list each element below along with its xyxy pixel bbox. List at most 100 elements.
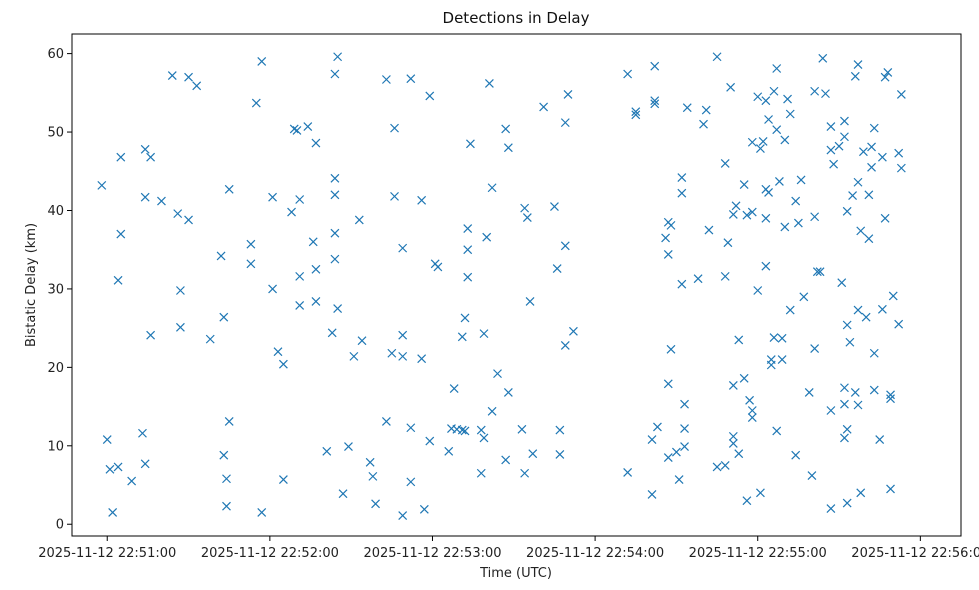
data-point-marker <box>222 501 231 511</box>
data-point-marker <box>753 92 763 102</box>
data-point-marker <box>886 390 895 400</box>
data-point-marker <box>853 400 863 410</box>
data-point-marker <box>663 379 673 389</box>
data-point-marker <box>853 305 863 315</box>
data-point-marker <box>896 89 906 99</box>
data-point-marker <box>859 147 868 157</box>
data-point-marker <box>487 406 497 416</box>
data-point-marker <box>460 313 470 323</box>
data-point-marker <box>886 484 895 494</box>
data-point-marker <box>390 123 399 133</box>
data-point-marker <box>693 274 703 284</box>
data-point-marker <box>758 137 768 146</box>
data-point-marker <box>406 477 416 487</box>
data-point-marker <box>484 78 494 88</box>
data-point-marker <box>311 297 321 306</box>
data-point-marker <box>815 267 825 277</box>
data-point-marker <box>888 291 898 301</box>
data-point-marker <box>850 388 860 397</box>
data-point-marker <box>463 272 473 282</box>
data-point-marker <box>113 275 123 285</box>
data-point-marker <box>349 351 359 361</box>
data-point-marker <box>818 53 828 63</box>
data-point-marker <box>631 107 641 117</box>
data-point-marker <box>457 425 467 435</box>
data-point-marker <box>848 191 858 201</box>
data-point-marker <box>666 220 676 230</box>
data-point-marker <box>747 413 757 422</box>
data-point-marker <box>869 348 879 358</box>
data-point-marker <box>661 233 670 243</box>
data-point-marker <box>680 399 689 409</box>
data-point-marker <box>278 359 288 369</box>
data-point-marker <box>772 125 782 135</box>
data-point-marker <box>720 158 730 168</box>
data-point-marker <box>417 354 427 364</box>
data-point-marker <box>330 69 340 79</box>
data-point-marker <box>357 336 367 346</box>
data-point-marker <box>772 426 782 436</box>
data-point-marker <box>520 468 530 478</box>
data-point-marker <box>381 417 391 426</box>
data-point-marker <box>327 328 337 338</box>
data-point-marker <box>303 122 313 131</box>
data-point-marker <box>322 446 332 456</box>
data-point-marker <box>465 139 475 149</box>
data-point-marker <box>682 103 692 113</box>
data-point-marker <box>826 145 836 155</box>
x-tick-label: 2025-11-12 22:52:00 <box>201 546 339 561</box>
data-point-marker <box>783 94 792 104</box>
data-point-marker <box>747 406 757 415</box>
data-point-marker <box>295 195 305 204</box>
data-point-marker <box>894 319 904 329</box>
data-point-marker <box>127 476 137 486</box>
data-point-marker <box>257 508 267 517</box>
data-point-marker <box>799 292 809 302</box>
data-point-marker <box>493 369 502 379</box>
data-point-marker <box>568 326 578 336</box>
data-point-marker <box>723 238 733 248</box>
data-point-marker <box>503 388 513 397</box>
data-point-marker <box>344 442 353 452</box>
plot-area <box>71 33 962 537</box>
data-point-marker <box>278 475 288 484</box>
data-point-marker <box>653 422 662 432</box>
data-point-marker <box>864 190 874 200</box>
data-point-marker <box>791 196 801 206</box>
data-point-marker <box>487 183 497 193</box>
data-point-marker <box>747 207 757 217</box>
data-point-marker <box>840 132 849 142</box>
y-tick-label: 60 <box>47 47 64 62</box>
data-point-marker <box>268 284 277 294</box>
data-point-marker <box>425 91 435 101</box>
data-point-marker <box>222 474 231 484</box>
data-point-marker <box>333 304 343 313</box>
data-point-marker <box>398 511 408 521</box>
data-point-marker <box>368 471 378 481</box>
x-tick-label: 2025-11-12 22:53:00 <box>363 546 501 561</box>
data-point-marker <box>896 163 906 173</box>
data-point-marker <box>97 180 107 190</box>
data-point-marker <box>761 213 771 223</box>
data-point-marker <box>555 450 565 459</box>
data-point-marker <box>742 210 752 220</box>
data-point-marker <box>840 433 849 443</box>
data-point-marker <box>867 142 876 152</box>
data-point-marker <box>877 152 887 162</box>
data-point-marker <box>295 271 305 281</box>
data-point-marker <box>780 222 790 232</box>
data-point-marker <box>184 215 193 225</box>
data-point-marker <box>113 462 123 472</box>
data-point-marker <box>666 344 676 354</box>
data-point-marker <box>116 152 126 162</box>
data-point-marker <box>742 496 752 506</box>
data-point-marker <box>680 442 689 452</box>
data-point-marker <box>785 109 795 119</box>
data-point-marker <box>840 116 849 126</box>
data-point-marker <box>330 173 340 183</box>
data-point-marker <box>731 201 741 211</box>
data-point-marker <box>728 380 738 390</box>
data-point-marker <box>850 71 860 81</box>
data-point-marker <box>479 329 489 339</box>
